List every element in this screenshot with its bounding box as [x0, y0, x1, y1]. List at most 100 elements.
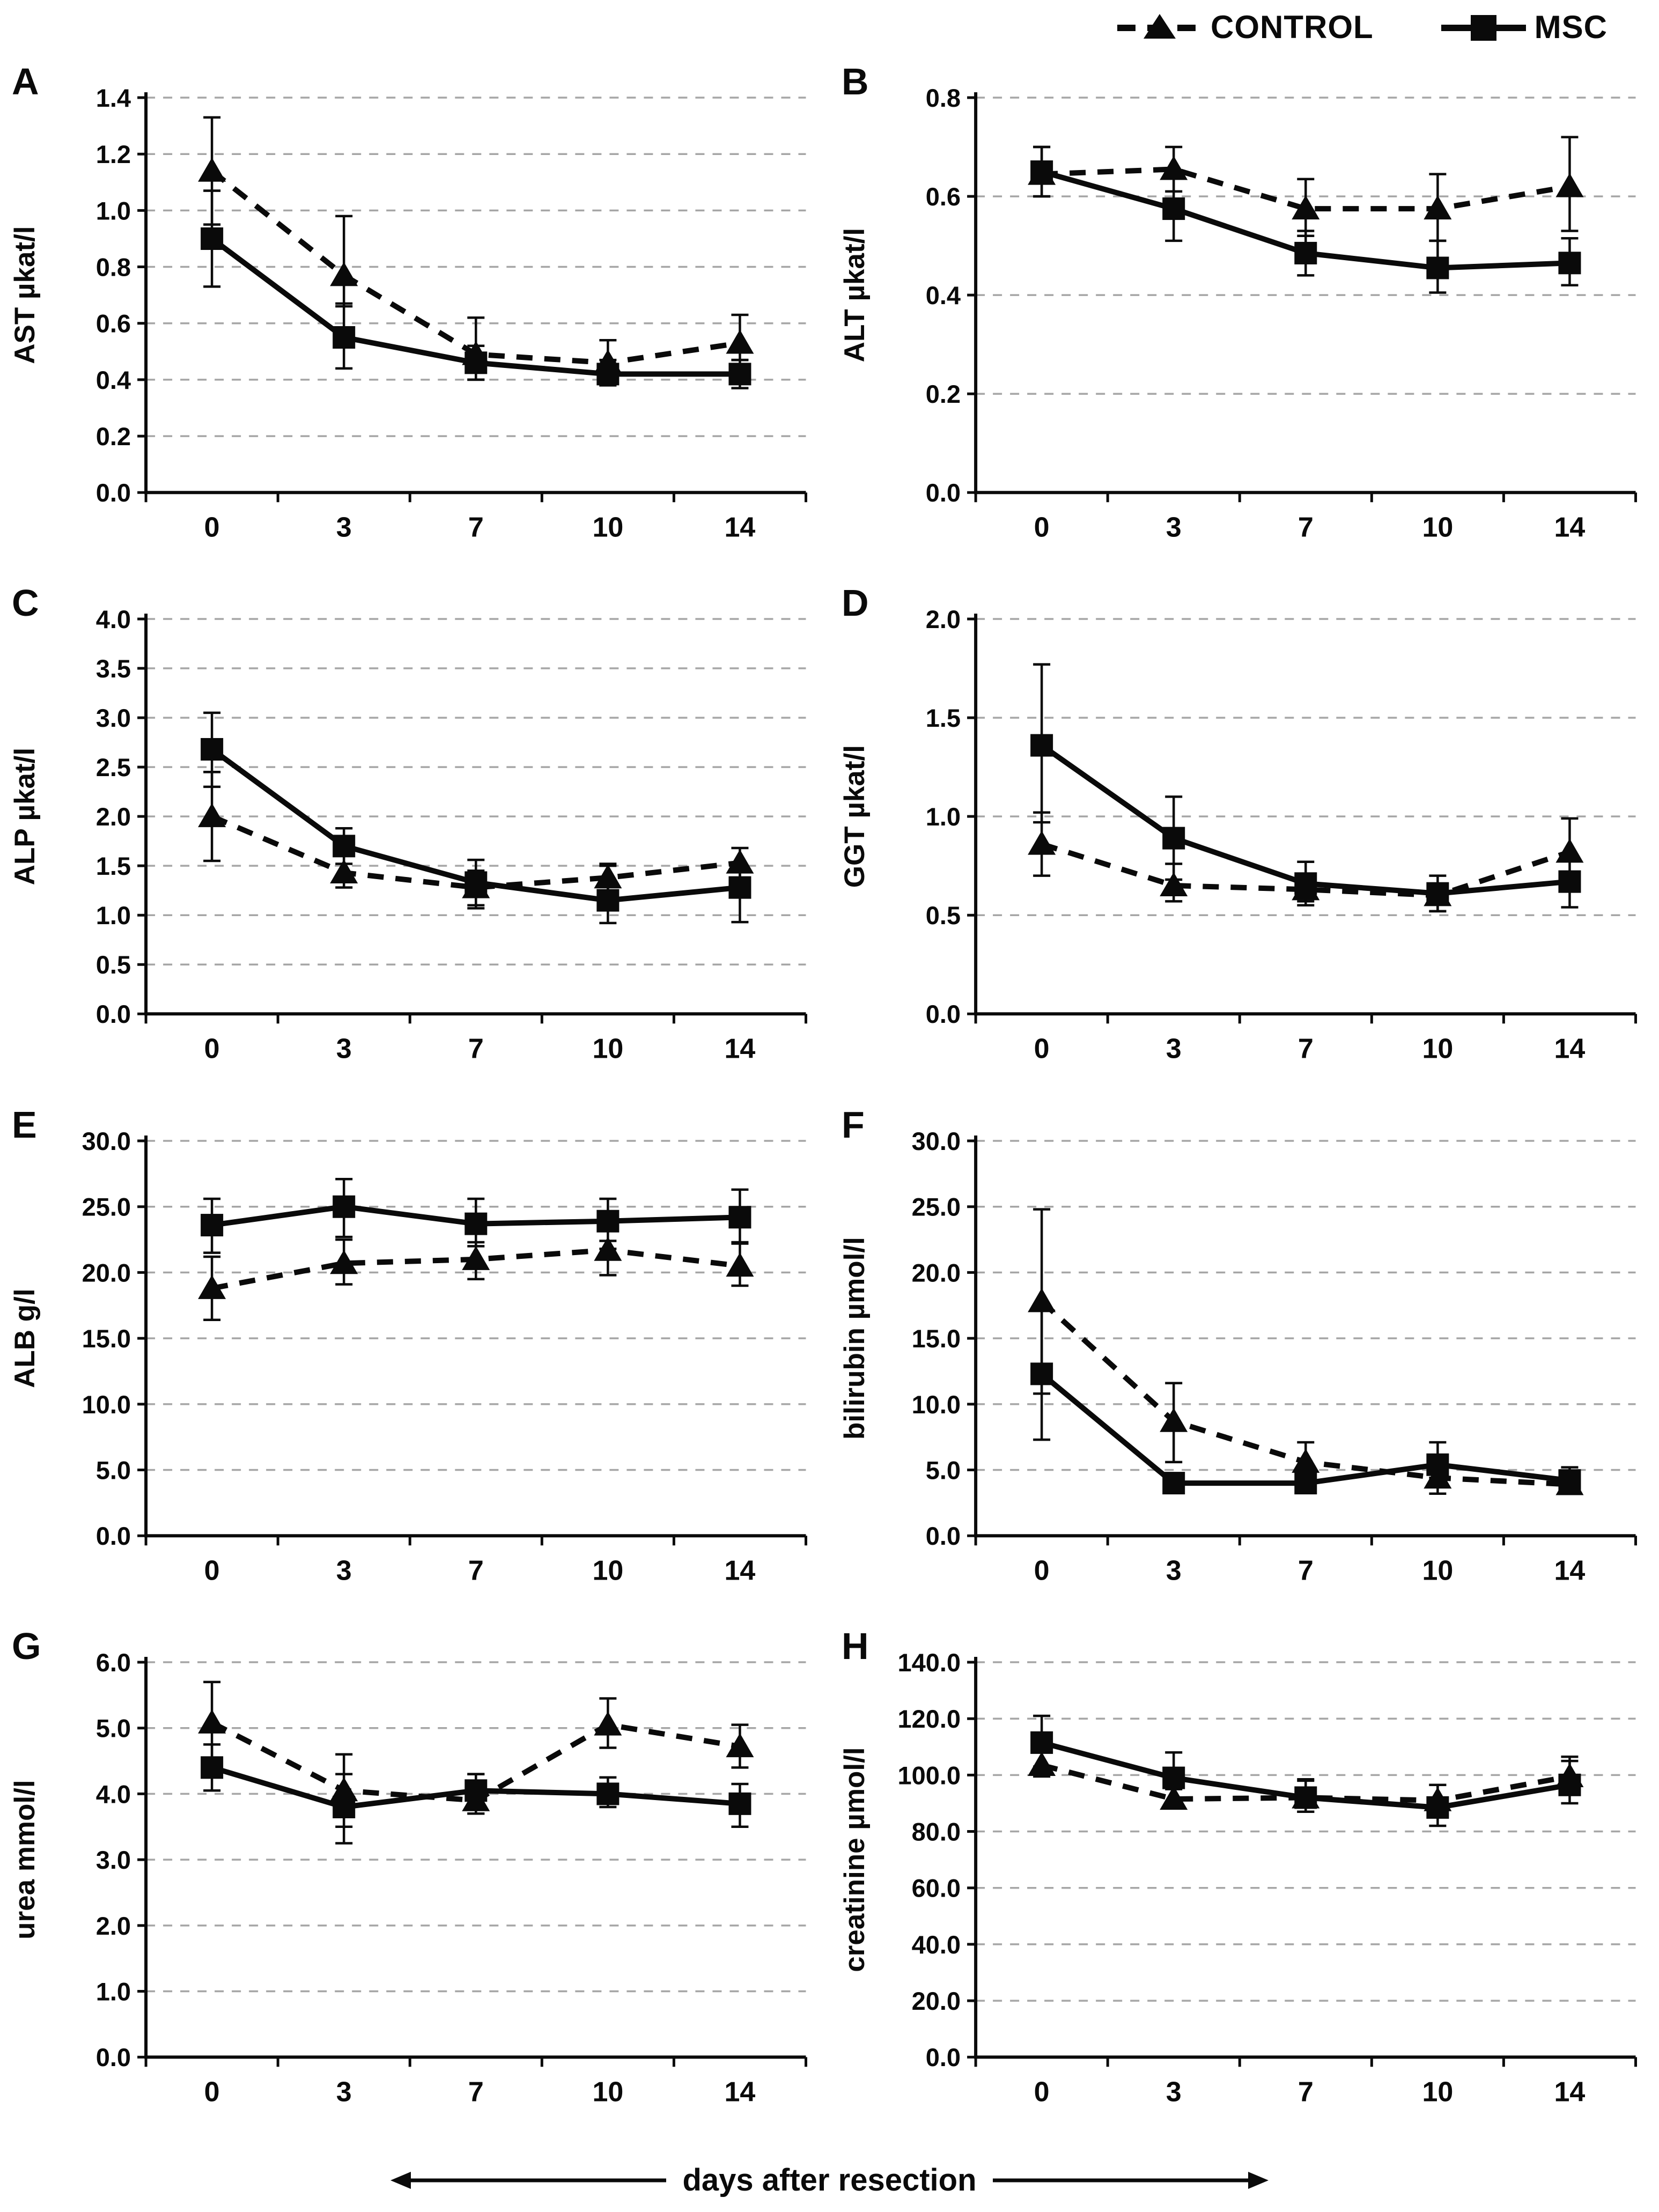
y-axis-label: bilirubin µmol/l — [839, 1237, 871, 1440]
y-tick-label: 20.0 — [911, 1987, 960, 2015]
y-tick-label: 120.0 — [897, 1705, 961, 1733]
triangle-marker — [330, 1249, 358, 1274]
panel-letter: A — [12, 63, 39, 102]
series-line-control — [1041, 166, 1570, 212]
triangle-marker — [330, 859, 358, 884]
y-tick-label: 20.0 — [911, 1258, 960, 1287]
y-tick-label: 0.2 — [96, 422, 131, 451]
y-tick-label: 1.0 — [96, 1977, 131, 2005]
square-marker — [1294, 241, 1317, 264]
square-marker — [1294, 1786, 1317, 1809]
triangle-marker — [330, 1777, 358, 1802]
y-tick-label: 40.0 — [911, 1930, 960, 1959]
triangle-marker — [1027, 1288, 1056, 1313]
x-tick-label: 7 — [468, 512, 484, 543]
square-marker — [596, 1782, 620, 1805]
square-marker — [1030, 1731, 1053, 1754]
y-tick-label: 100.0 — [897, 1761, 961, 1789]
triangle-marker — [330, 262, 358, 286]
square-marker — [1558, 1773, 1581, 1796]
x-tick-label: 0 — [204, 1555, 220, 1586]
x-tick-label: 3 — [1166, 512, 1181, 543]
y-tick-label: 5.0 — [96, 1714, 131, 1743]
square-marker — [201, 738, 224, 761]
x-tick-label: 14 — [725, 1034, 756, 1065]
dashed-triangle-marker-icon — [1117, 13, 1203, 39]
x-tick-label: 14 — [725, 2076, 756, 2107]
y-tick-label: 0.2 — [925, 380, 960, 408]
y-axis-label: AST µkat/l — [9, 226, 41, 364]
x-tick-label: 3 — [336, 1034, 352, 1065]
y-tick-label: 15.0 — [82, 1324, 131, 1353]
x-tick-label: 0 — [1034, 1034, 1049, 1065]
chart-panel-h: 0.0 20.0 40.0 60.0 80.0 100.0 120.0 140.0 0 3 7 10 1… — [830, 1628, 1659, 2149]
plot-svg-c: 0.0 0.5 1.0 1.5 2.0 2.5 3.0 3.5 4.0 0 3 7 10 14 ALP µk… — [9, 585, 807, 1065]
series-line-control — [1041, 842, 1570, 898]
x-tick-label: 14 — [1554, 1034, 1585, 1065]
triangle-marker — [198, 1709, 226, 1734]
x-tick-label: 7 — [1297, 1555, 1313, 1586]
triangle-marker — [726, 1252, 754, 1277]
plot-svg-h: 0.0 20.0 40.0 60.0 80.0 100.0 120.0 140.0 0 3 7 10 1… — [839, 1628, 1637, 2107]
y-tick-label: 3.0 — [96, 1846, 131, 1874]
legend-control-label: CONTROL — [1211, 9, 1374, 45]
square-marker — [596, 1210, 620, 1233]
square-marker — [728, 1792, 751, 1815]
y-tick-label: 0.8 — [925, 84, 960, 112]
plot-svg-b: 0.0 0.2 0.4 0.6 0.8 0 3 7 10 14 ALT µkat/l B — [839, 63, 1637, 543]
x-tick-label: 7 — [468, 1034, 484, 1065]
square-marker — [1294, 1471, 1317, 1494]
triangle-marker — [1159, 872, 1188, 897]
y-tick-label: 0.4 — [96, 366, 131, 394]
y-tick-label: 2.0 — [925, 605, 960, 633]
chart-panel-a: 0.0 0.2 0.4 0.6 0.8 1.0 1.2 1.4 0 3 7 10 14 AST µkat/… — [0, 63, 830, 585]
y-tick-label: 0.0 — [96, 2043, 131, 2071]
chart-panel-c: 0.0 0.5 1.0 1.5 2.0 2.5 3.0 3.5 4.0 0 3 7 10 14 ALP µk… — [0, 585, 830, 1106]
x-tick-label: 0 — [204, 1034, 220, 1065]
x-tick-label: 0 — [204, 2076, 220, 2107]
triangle-marker — [726, 1733, 754, 1758]
x-tick-label: 3 — [1166, 1034, 1181, 1065]
x-tick-label: 0 — [204, 512, 220, 543]
y-tick-label: 15.0 — [911, 1324, 960, 1353]
x-tick-label: 14 — [1554, 1555, 1585, 1586]
square-marker — [201, 227, 224, 250]
plot-svg-f: 0.0 5.0 10.0 15.0 20.0 25.0 30.0 0 3 7 10 14 bilirub… — [839, 1107, 1637, 1586]
y-tick-label: 0.8 — [96, 253, 131, 282]
y-tick-label: 1.2 — [96, 140, 131, 168]
square-marker — [464, 351, 488, 374]
y-tick-label: 1.0 — [96, 902, 131, 930]
triangle-marker — [594, 1236, 622, 1261]
x-tick-label: 10 — [1422, 1555, 1453, 1586]
y-tick-label: 30.0 — [911, 1127, 960, 1155]
y-tick-label: 3.0 — [96, 704, 131, 732]
y-tick-label: 140.0 — [897, 1648, 961, 1677]
panel-letter: H — [842, 1628, 869, 1667]
y-tick-label: 30.0 — [82, 1127, 131, 1155]
square-marker — [1426, 882, 1449, 905]
square-marker — [333, 1195, 356, 1218]
y-tick-label: 10.0 — [911, 1390, 960, 1418]
y-tick-label: 1.0 — [96, 196, 131, 225]
square-marker — [1558, 252, 1581, 275]
y-tick-label: 4.0 — [96, 605, 131, 633]
triangle-marker — [594, 864, 622, 889]
y-tick-label: 2.0 — [96, 1912, 131, 1940]
chart-panel-b: 0.0 0.2 0.4 0.6 0.8 0 3 7 10 14 ALT µkat/l B — [830, 63, 1659, 585]
chart-panel-e: 0.0 5.0 10.0 15.0 20.0 25.0 30.0 0 3 7 10 14 ALB g/l… — [0, 1107, 830, 1628]
x-tick-label: 3 — [336, 1555, 352, 1586]
triangle-marker — [1291, 195, 1319, 220]
y-tick-label: 0.6 — [925, 182, 960, 211]
panel-letter: B — [842, 63, 869, 102]
y-tick-label: 0.0 — [925, 1522, 960, 1550]
x-tick-label: 3 — [336, 2076, 352, 2107]
x-tick-label: 3 — [1166, 1555, 1181, 1586]
y-tick-label: 0.6 — [96, 309, 131, 338]
triangle-marker — [198, 157, 226, 182]
x-tick-label: 7 — [1297, 2076, 1313, 2107]
left-arrow-icon — [390, 2171, 667, 2189]
x-tick-label: 3 — [336, 512, 352, 543]
x-tick-label: 10 — [1422, 1034, 1453, 1065]
y-tick-label: 0.0 — [925, 1000, 960, 1029]
square-marker — [1162, 1766, 1185, 1789]
